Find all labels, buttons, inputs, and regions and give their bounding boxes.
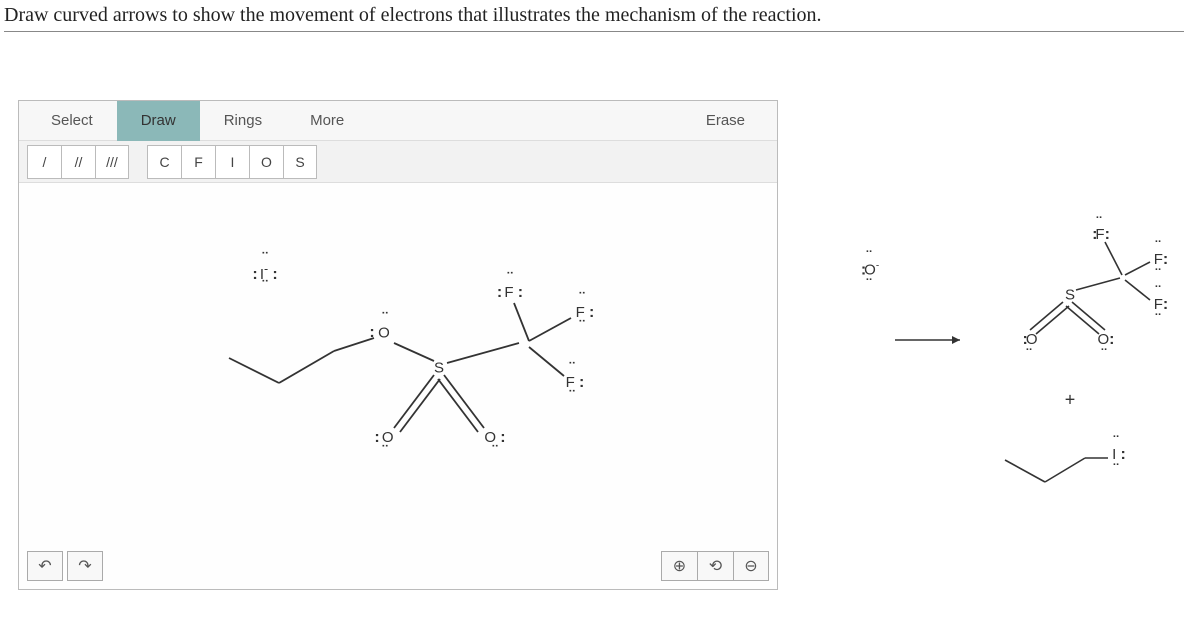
undo-button[interactable]: ↶ (27, 551, 63, 581)
lp-o1-bot: ¨ (382, 443, 385, 461)
redo-button[interactable]: ↷ (67, 551, 103, 581)
atom-i-button[interactable]: I (215, 145, 249, 179)
atom-s-button[interactable]: S (283, 145, 317, 179)
plus-sign: + (1065, 390, 1076, 411)
drawing-canvas[interactable]: : I- : ¨ ¨ O ¨ : S : O ¨ O : ¨ : F : ¨ F (19, 183, 777, 589)
r-f-top: :F: (1092, 226, 1108, 244)
lp-rfr2-b: ¨ (1156, 311, 1159, 328)
lp-fr2-top: ¨ (569, 360, 572, 378)
lp-rfr2-t: ¨ (1156, 283, 1159, 300)
r-sulfur: S (1065, 287, 1075, 304)
lp-ri-top: ¨ (1114, 433, 1117, 450)
lp-f1-top: ¨ (507, 270, 510, 288)
structure-editor: Select Draw Rings More Erase / // /// C … (18, 100, 778, 590)
lp-obr-left: : (369, 324, 372, 342)
zoom-reset-button[interactable]: ⟲ (697, 551, 733, 581)
canvas-svg (19, 183, 777, 589)
atom-f-r1: F : (576, 304, 593, 322)
lone-pair-bot-i: ¨ (262, 278, 265, 296)
lp-fr1-bot: ¨ (579, 318, 582, 336)
tab-erase[interactable]: Erase (682, 101, 769, 141)
tab-rings[interactable]: Rings (200, 101, 286, 141)
lone-pair-top-i: ¨ (262, 250, 265, 268)
lp-ro1: ¨ (1027, 346, 1030, 363)
tool-palette: / // /// C F I O S (19, 141, 777, 183)
double-bond-button[interactable]: // (61, 145, 95, 179)
atom-o-button[interactable]: O (249, 145, 283, 179)
lp-onuc-bot: ¨ (867, 276, 870, 293)
lp-rfr1-b: ¨ (1156, 266, 1159, 283)
zoom-in-button[interactable]: ⊕ (661, 551, 697, 581)
atom-f-button[interactable]: F (181, 145, 215, 179)
single-bond-button[interactable]: / (27, 145, 61, 179)
zoom-out-button[interactable]: ⊖ (733, 551, 769, 581)
atom-tool-group: C F I O S (147, 145, 317, 179)
r-o1: :O (1023, 331, 1038, 349)
lp-ri-bot: ¨ (1114, 461, 1117, 478)
atom-c-button[interactable]: C (147, 145, 181, 179)
lp-ro2: ¨ (1102, 346, 1105, 363)
lp-rft: ¨ (1097, 214, 1100, 231)
lp-onuc-top: ¨ (867, 248, 870, 265)
r-o2: O: (1098, 331, 1113, 349)
zoom-group: ⊕ ⟲ ⊖ (661, 551, 769, 581)
triple-bond-button[interactable]: /// (95, 145, 129, 179)
r-o-nuc: :O- (861, 261, 879, 280)
reaction-svg (830, 200, 1190, 540)
tab-draw[interactable]: Draw (117, 101, 200, 141)
lp-obr-top: ¨ (382, 310, 385, 328)
lp-o2-bot: ¨ (492, 443, 495, 461)
atom-f-r2: F : (566, 374, 583, 392)
tab-select[interactable]: Select (27, 101, 117, 141)
atom-sulfur: S (434, 360, 444, 377)
lp-fr1-top: ¨ (579, 290, 582, 308)
bond-tool-group: / // /// (27, 145, 129, 179)
undo-redo-group: ↶ ↷ (27, 551, 103, 581)
instruction-text: Draw curved arrows to show the movement … (4, 4, 1184, 32)
reaction-products: :O- ¨ ¨ S :O ¨ O: ¨ :F: ¨ F: ¨ ¨ F: ¨ ¨ … (830, 200, 1190, 540)
lp-fr2-bot: ¨ (569, 388, 572, 406)
lp-rfr1-t: ¨ (1156, 238, 1159, 255)
mode-tabs: Select Draw Rings More Erase (19, 101, 777, 141)
tab-more[interactable]: More (286, 101, 368, 141)
